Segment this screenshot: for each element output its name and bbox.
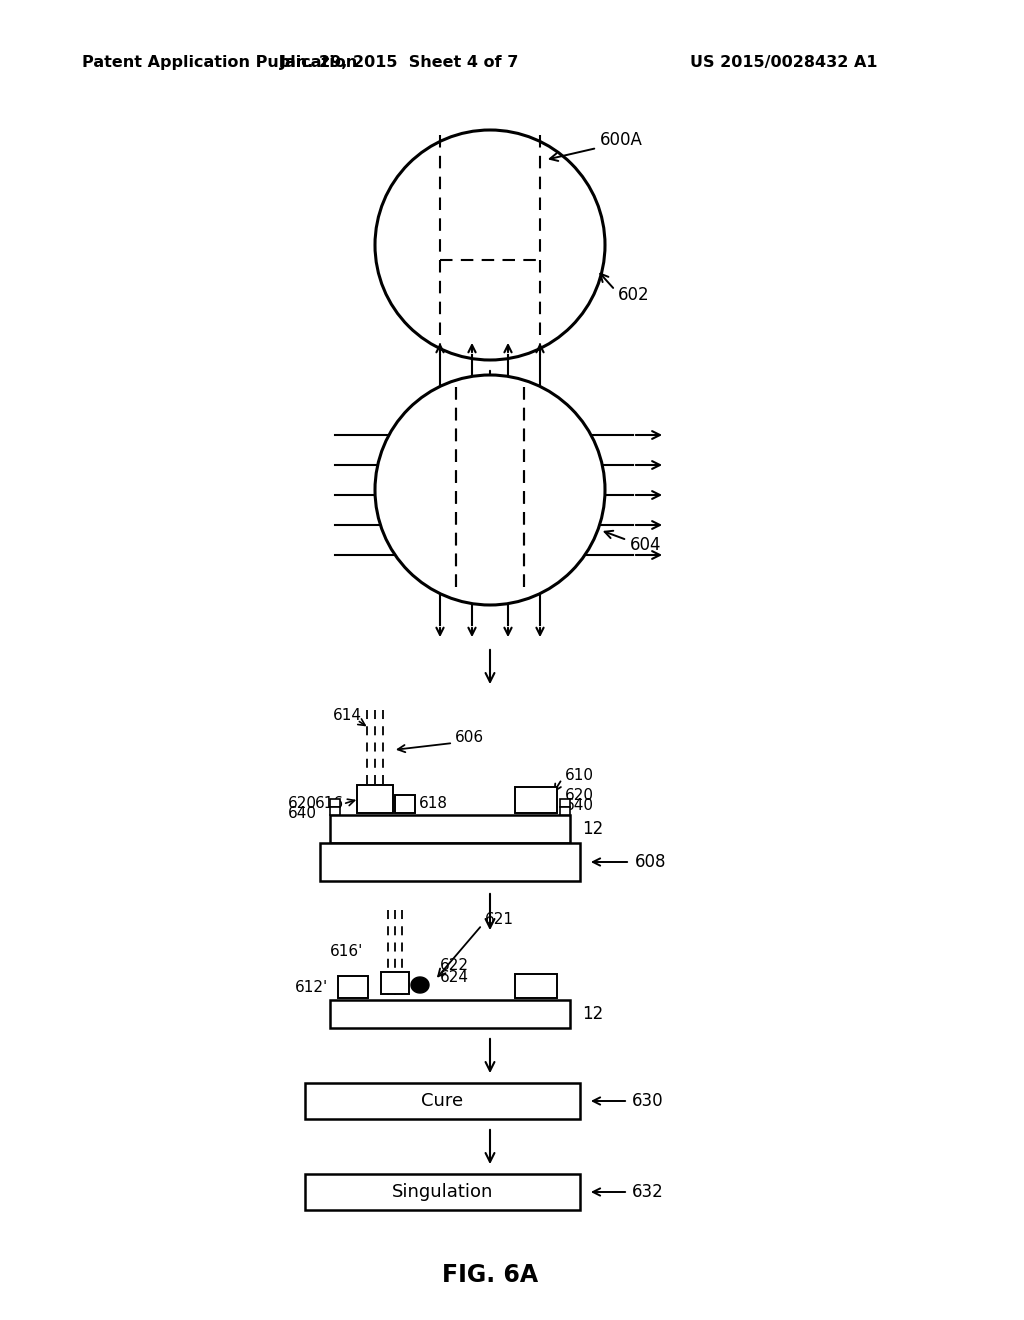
Bar [330,1001,570,1028]
Text: Singulation: Singulation [392,1183,494,1201]
Text: 602: 602 [618,286,649,304]
Text: 616': 616' [330,945,362,960]
Text: 620: 620 [288,796,317,810]
Bar [560,799,570,807]
Bar [395,795,415,813]
Text: FIG. 6A: FIG. 6A [442,1263,538,1287]
Bar [515,787,557,813]
Text: 640: 640 [565,797,594,813]
Bar [330,807,340,814]
Text: 600A: 600A [600,131,643,149]
Text: 612': 612' [295,979,328,994]
Text: 632: 632 [632,1183,664,1201]
Text: 630: 630 [632,1092,664,1110]
Text: 12: 12 [582,1005,603,1023]
Bar [305,1173,580,1210]
Text: 640: 640 [288,805,317,821]
Text: Substrate: Substrate [410,820,490,838]
Bar [357,785,393,813]
Text: Cure: Cure [422,1092,464,1110]
Text: 12: 12 [582,820,603,838]
Text: 618: 618 [419,796,449,812]
Text: Patent Application Publication: Patent Application Publication [82,54,357,70]
Text: Heater Block: Heater Block [396,853,504,871]
Bar [560,807,570,814]
Bar [330,814,570,843]
Text: 606: 606 [455,730,484,744]
Text: 610: 610 [565,767,594,783]
Text: 624: 624 [440,970,469,986]
Text: Substrate: Substrate [410,1005,490,1023]
Text: 616: 616 [315,796,344,812]
Bar [515,974,557,998]
Text: 621: 621 [485,912,514,928]
Text: US 2015/0028432 A1: US 2015/0028432 A1 [690,54,878,70]
Text: Jan. 29, 2015  Sheet 4 of 7: Jan. 29, 2015 Sheet 4 of 7 [281,54,520,70]
Bar [338,975,368,998]
Text: 620: 620 [565,788,594,803]
Bar [305,1082,580,1119]
Bar [330,799,340,807]
Polygon shape [411,977,429,993]
Text: 614: 614 [333,708,362,722]
Bar [381,972,409,994]
Text: 622: 622 [440,957,469,973]
Bar [319,843,580,880]
Ellipse shape [375,375,605,605]
Text: 604: 604 [630,536,662,554]
Text: 608: 608 [635,853,667,871]
